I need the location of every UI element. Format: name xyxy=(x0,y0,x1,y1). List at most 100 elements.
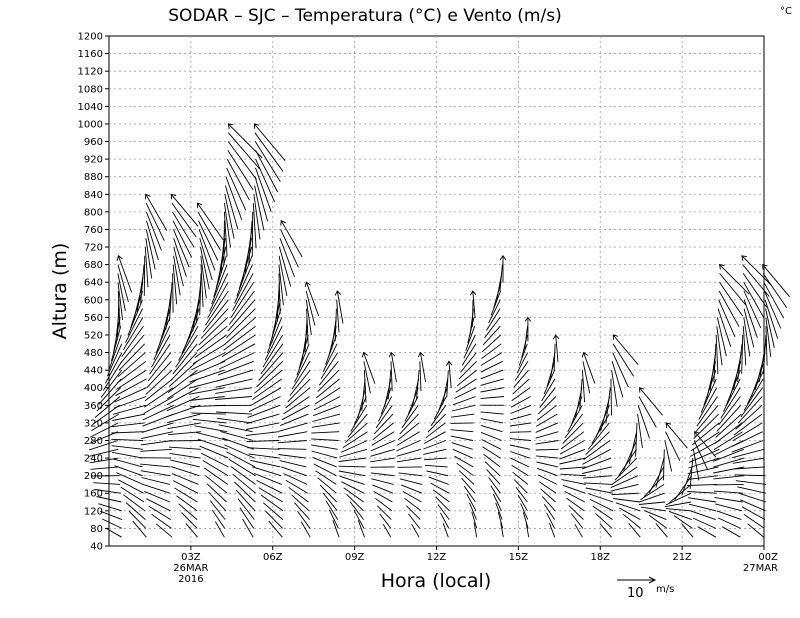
wind-barb xyxy=(98,503,122,512)
wind-profile xyxy=(509,316,532,538)
wind-barb xyxy=(245,431,279,436)
wind-barb xyxy=(382,523,392,538)
wind-barb xyxy=(140,264,145,305)
wind-barb xyxy=(721,526,741,538)
wind-barb xyxy=(146,360,172,389)
wind-profile xyxy=(370,351,397,538)
wind-barb xyxy=(737,396,763,424)
gridlines xyxy=(109,36,764,546)
wind-barb xyxy=(539,387,556,408)
wind-barb xyxy=(458,470,475,485)
wind-barb xyxy=(195,282,202,324)
wind-barb xyxy=(446,360,453,389)
wind-barb xyxy=(713,343,717,383)
wind-barb xyxy=(715,503,743,512)
wind-barb xyxy=(373,413,394,435)
wind-barb xyxy=(690,510,716,521)
wind-barb xyxy=(117,282,124,320)
wind-barb xyxy=(146,220,159,261)
wind-barb xyxy=(511,464,529,477)
wind-barb xyxy=(402,491,422,503)
wind-barb xyxy=(638,396,657,428)
wind-barb xyxy=(207,281,229,319)
wind-profile xyxy=(215,123,286,538)
wind-barb xyxy=(199,246,210,290)
wind-barb xyxy=(437,387,448,413)
reference-arrow-head xyxy=(648,576,657,584)
wind-barb xyxy=(406,505,421,520)
wind-barb xyxy=(614,457,638,481)
wind-barb xyxy=(689,448,720,463)
wind-barb xyxy=(416,370,420,400)
wind-barb xyxy=(592,505,613,520)
wind-barb xyxy=(417,351,427,383)
wind-barb xyxy=(230,281,255,318)
wind-barb xyxy=(473,522,478,538)
wind-barb xyxy=(285,387,311,409)
wind-barb xyxy=(451,413,475,418)
wind-barb xyxy=(743,308,755,348)
wind-barb xyxy=(742,273,768,308)
wind-barb xyxy=(342,431,368,448)
wind-barb xyxy=(313,463,337,477)
wind-barb xyxy=(735,404,763,430)
wind-barb xyxy=(451,404,476,412)
wind-barb xyxy=(314,387,341,405)
wind-barb xyxy=(117,352,146,378)
wind-barb xyxy=(718,517,741,529)
wind-barb xyxy=(546,512,556,529)
wind-barb xyxy=(283,396,310,415)
wind-barb xyxy=(512,378,530,395)
wind-barb xyxy=(172,211,195,248)
wind-barb xyxy=(372,422,394,441)
x-tick-label: 21Z xyxy=(672,552,692,563)
wind-barb xyxy=(481,439,502,450)
wind-barb xyxy=(482,446,501,459)
wind-barb xyxy=(276,282,280,323)
wind-barb xyxy=(141,431,174,440)
wind-barb xyxy=(224,194,235,239)
y-tick-label: 600 xyxy=(84,295,103,306)
wind-barb xyxy=(743,317,751,357)
wind-barb xyxy=(317,369,340,393)
wind-barb xyxy=(612,334,639,366)
wind-barb xyxy=(144,387,174,408)
wind-barb xyxy=(713,431,743,450)
wind-barb xyxy=(681,523,694,538)
wind-barb xyxy=(568,505,584,520)
wind-barb xyxy=(488,477,501,494)
wind-barb xyxy=(147,352,172,382)
wind-barb xyxy=(543,369,556,395)
wind-barb xyxy=(224,444,255,459)
wind-profile xyxy=(245,220,303,538)
wind-barb xyxy=(254,176,269,222)
x-tick-label: 03Z xyxy=(181,552,201,563)
wind-barb xyxy=(200,308,229,339)
wind-barb xyxy=(510,457,530,468)
wind-barb xyxy=(541,378,556,402)
wind-barb xyxy=(198,317,229,346)
wind-barb xyxy=(223,325,256,351)
x-tick-label: 09Z xyxy=(345,552,365,563)
wind-barb xyxy=(172,220,193,258)
wind-barb xyxy=(291,494,310,512)
wind-barb xyxy=(433,396,447,420)
wind-barb xyxy=(424,464,448,468)
wind-barb xyxy=(513,479,528,494)
wind-barb xyxy=(306,308,309,344)
y-tick-label: 960 xyxy=(84,137,103,148)
wind-barb xyxy=(256,360,284,388)
wind-profile xyxy=(638,422,688,538)
wind-barb xyxy=(587,422,610,450)
wind-barb xyxy=(253,123,286,161)
wind-barb xyxy=(291,361,311,390)
wind-barb xyxy=(339,475,365,485)
wind-barb xyxy=(258,352,284,381)
wind-barb xyxy=(255,158,276,203)
wind-barb xyxy=(350,405,368,432)
wind-barb xyxy=(312,456,337,468)
wind-barb xyxy=(192,418,227,424)
wind-barb xyxy=(510,404,532,414)
y-tick-label: 760 xyxy=(84,225,103,236)
wind-barb xyxy=(740,387,763,418)
